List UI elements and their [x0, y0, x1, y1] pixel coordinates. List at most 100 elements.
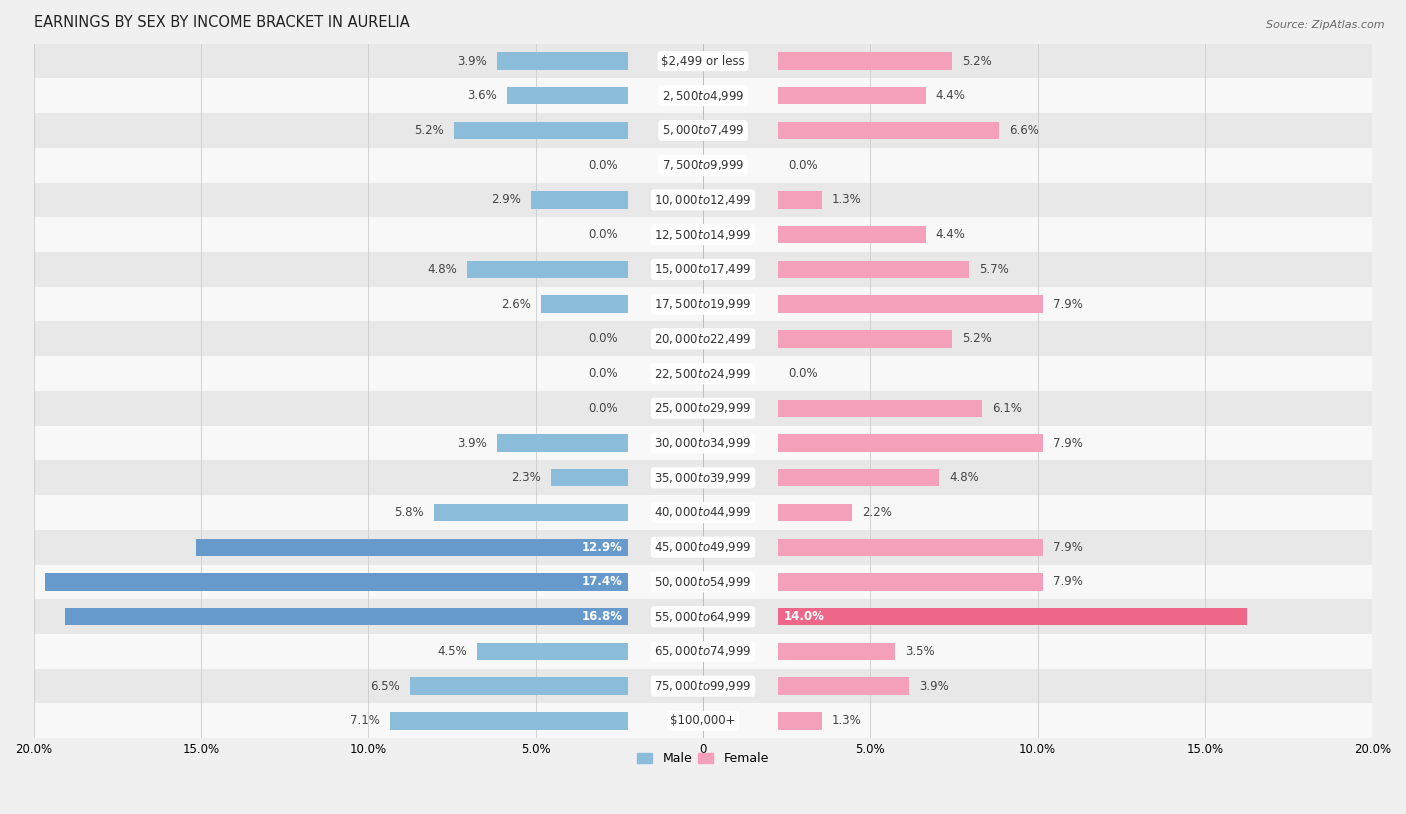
Bar [779, 122, 1000, 139]
Text: $25,000 to $29,999: $25,000 to $29,999 [654, 401, 752, 415]
Bar [779, 295, 1043, 313]
Text: 3.9%: 3.9% [920, 680, 949, 693]
Bar [779, 712, 823, 729]
Text: 0.0%: 0.0% [588, 228, 617, 241]
Bar [467, 260, 627, 278]
Text: $2,499 or less: $2,499 or less [661, 55, 745, 68]
Bar [411, 677, 627, 695]
Bar [779, 677, 908, 695]
Bar [34, 44, 1372, 78]
Bar [34, 252, 1372, 287]
Text: $100,000+: $100,000+ [671, 715, 735, 728]
Text: 6.5%: 6.5% [370, 680, 401, 693]
Text: $45,000 to $49,999: $45,000 to $49,999 [654, 540, 752, 554]
Text: 12.9%: 12.9% [582, 540, 623, 554]
Bar [508, 87, 627, 104]
Bar [34, 217, 1372, 252]
Bar [779, 539, 1043, 556]
Text: 2.2%: 2.2% [862, 506, 891, 519]
Text: 7.9%: 7.9% [1053, 540, 1083, 554]
Bar [34, 357, 1372, 391]
Bar [541, 295, 627, 313]
Bar [34, 495, 1372, 530]
Text: $75,000 to $99,999: $75,000 to $99,999 [654, 679, 752, 694]
Text: $30,000 to $34,999: $30,000 to $34,999 [654, 436, 752, 450]
Bar [34, 391, 1372, 426]
Bar [34, 565, 1372, 599]
Bar [477, 643, 627, 660]
Text: 7.9%: 7.9% [1053, 436, 1083, 449]
Bar [779, 191, 823, 208]
Bar [34, 113, 1372, 148]
Text: EARNINGS BY SEX BY INCOME BRACKET IN AURELIA: EARNINGS BY SEX BY INCOME BRACKET IN AUR… [34, 15, 409, 30]
Bar [34, 669, 1372, 703]
Text: 16.8%: 16.8% [582, 610, 623, 624]
Text: 1.3%: 1.3% [832, 715, 862, 728]
Bar [389, 712, 627, 729]
Bar [45, 573, 627, 591]
Bar [34, 461, 1372, 495]
Bar [779, 226, 925, 243]
Bar [65, 608, 627, 625]
Text: $35,000 to $39,999: $35,000 to $39,999 [654, 470, 752, 485]
Legend: Male, Female: Male, Female [633, 747, 773, 770]
Bar [530, 191, 627, 208]
Text: 0.0%: 0.0% [789, 159, 818, 172]
Bar [779, 504, 852, 521]
Text: 2.6%: 2.6% [501, 298, 530, 311]
Bar [779, 400, 983, 417]
Text: 3.5%: 3.5% [905, 645, 935, 658]
Bar [433, 504, 627, 521]
Bar [551, 469, 627, 487]
Bar [34, 182, 1372, 217]
Bar [34, 148, 1372, 182]
Bar [34, 703, 1372, 738]
Bar [34, 78, 1372, 113]
Text: $12,500 to $14,999: $12,500 to $14,999 [654, 228, 752, 242]
Text: 2.3%: 2.3% [510, 471, 541, 484]
Bar [34, 530, 1372, 565]
Text: 3.9%: 3.9% [457, 55, 486, 68]
Text: 6.1%: 6.1% [993, 402, 1022, 415]
Text: $65,000 to $74,999: $65,000 to $74,999 [654, 645, 752, 659]
Text: $20,000 to $22,499: $20,000 to $22,499 [654, 332, 752, 346]
Text: $40,000 to $44,999: $40,000 to $44,999 [654, 505, 752, 519]
Bar [779, 330, 952, 348]
Text: $50,000 to $54,999: $50,000 to $54,999 [654, 575, 752, 589]
Text: 1.3%: 1.3% [832, 194, 862, 207]
Text: 5.8%: 5.8% [394, 506, 423, 519]
Bar [779, 260, 969, 278]
Bar [498, 435, 627, 452]
Text: 4.5%: 4.5% [437, 645, 467, 658]
Bar [779, 52, 952, 70]
Bar [779, 435, 1043, 452]
Text: $2,500 to $4,999: $2,500 to $4,999 [662, 89, 744, 103]
Text: 4.4%: 4.4% [935, 228, 966, 241]
Text: 4.8%: 4.8% [427, 263, 457, 276]
Text: 17.4%: 17.4% [582, 575, 623, 589]
Bar [779, 87, 925, 104]
Text: 6.6%: 6.6% [1010, 124, 1039, 137]
Text: 4.4%: 4.4% [935, 90, 966, 103]
Text: 0.0%: 0.0% [588, 367, 617, 380]
Text: 7.9%: 7.9% [1053, 575, 1083, 589]
Text: 4.8%: 4.8% [949, 471, 979, 484]
Text: 5.7%: 5.7% [979, 263, 1010, 276]
Bar [779, 608, 1247, 625]
Text: 5.2%: 5.2% [963, 332, 993, 345]
Text: 3.9%: 3.9% [457, 436, 486, 449]
Bar [498, 52, 627, 70]
Text: 0.0%: 0.0% [789, 367, 818, 380]
Bar [34, 322, 1372, 357]
Text: 5.2%: 5.2% [963, 55, 993, 68]
Text: 7.9%: 7.9% [1053, 298, 1083, 311]
Bar [34, 426, 1372, 461]
Bar [34, 287, 1372, 322]
Text: 0.0%: 0.0% [588, 402, 617, 415]
Text: 0.0%: 0.0% [588, 332, 617, 345]
Text: $5,000 to $7,499: $5,000 to $7,499 [662, 124, 744, 138]
Bar [779, 643, 896, 660]
Text: 14.0%: 14.0% [783, 610, 824, 624]
Text: 3.6%: 3.6% [467, 90, 498, 103]
Text: $22,500 to $24,999: $22,500 to $24,999 [654, 366, 752, 381]
